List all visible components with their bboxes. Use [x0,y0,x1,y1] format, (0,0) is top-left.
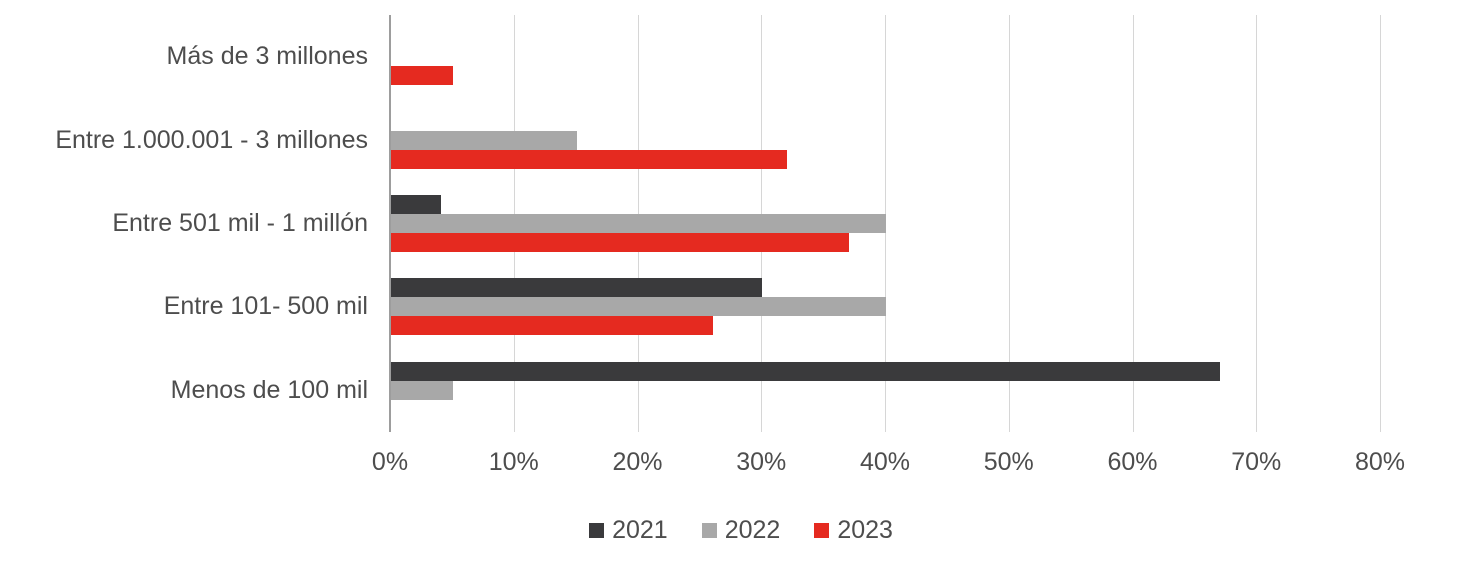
value-axis-line [389,15,391,432]
legend-swatch-2021 [589,523,605,538]
legend-swatch-2023 [814,523,830,538]
x-tick-label-50%: 50% [983,448,1034,476]
gridline-80% [1380,15,1381,432]
bar-2022-category-4 [391,380,453,400]
bar-2023-category-1 [391,149,787,169]
bar-2023-category-3 [391,316,713,336]
bar-2022-category-3 [391,297,886,317]
category-label-3: Entre 101- 500 mil [163,292,368,321]
x-tick-label-40%: 40% [859,448,911,476]
bar-2023-category-2 [391,233,849,252]
category-label-1: Entre 1.000.001 - 3 millones [55,125,368,154]
category-label-0: Más de 3 millones [166,42,368,71]
x-tick-label-70%: 70% [1231,448,1282,476]
x-tick-label-10%: 10% [488,448,539,476]
x-tick-label-60%: 60% [1107,448,1158,476]
x-tick-label-20%: 20% [612,448,663,476]
legend-item-2021: 2021 [589,518,668,543]
category-axis-labels: Más de 3 millones Entre 1.000.001 - 3 mil… [0,15,368,432]
bar-2022-category-2 [391,214,886,233]
bar-2021-category-3 [391,278,763,298]
bar-2021-category-4 [391,361,1221,381]
value-axis-labels: 0% 10% 20% 30% 40% 50% 60% 70% 80% [0,448,1482,480]
legend-label-2021: 2021 [612,516,668,544]
legend: 2021 2022 2023 [0,518,1482,543]
legend-swatch-2022 [701,523,717,538]
gridline-60% [1132,15,1134,432]
category-label-4: Menos de 100 mil [170,375,368,404]
plot-area [389,15,1381,432]
legend-item-2022: 2022 [701,516,781,544]
category-label-2: Entre 501 mil - 1 millón [112,209,368,237]
legend-label-2022: 2022 [724,516,781,544]
bar-2023-category-0 [391,66,453,86]
x-tick-label-30%: 30% [736,448,787,476]
bar-2022-category-1 [391,130,577,150]
legend-label-2023: 2023 [837,516,893,544]
gridline-70% [1256,15,1258,432]
bar-2021-category-2 [391,195,441,214]
legend-item-2023: 2023 [814,518,893,543]
gridline-50% [1008,15,1010,432]
x-tick-label-80%: 80% [1354,448,1406,476]
x-tick-label-0%: 0% [371,448,409,476]
